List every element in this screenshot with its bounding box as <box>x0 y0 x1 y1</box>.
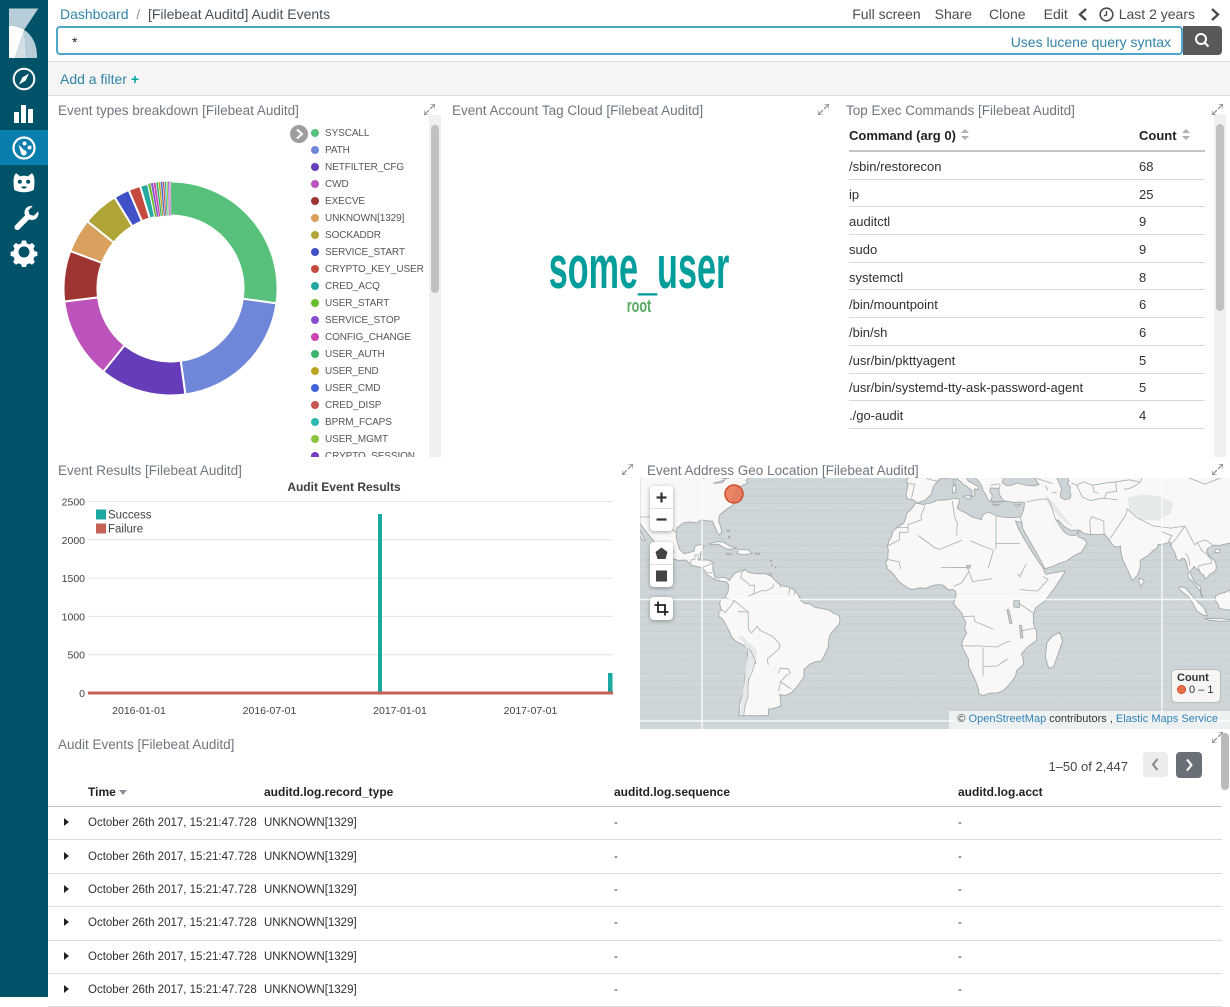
svg-text:2500: 2500 <box>62 497 86 509</box>
svg-text:2017-01-01: 2017-01-01 <box>373 705 427 717</box>
svg-text:1000: 1000 <box>62 611 86 623</box>
svg-text:2016-07-01: 2016-07-01 <box>243 705 297 717</box>
svg-text:500: 500 <box>67 650 85 662</box>
svg-text:1500: 1500 <box>62 573 86 585</box>
svg-text:2017-07-01: 2017-07-01 <box>504 705 558 717</box>
svg-text:2016-01-01: 2016-01-01 <box>112 705 166 717</box>
svg-text:0: 0 <box>79 688 85 700</box>
svg-text:Success: Success <box>108 510 152 522</box>
svg-text:Failure: Failure <box>108 524 143 536</box>
svg-text:2000: 2000 <box>62 535 86 547</box>
